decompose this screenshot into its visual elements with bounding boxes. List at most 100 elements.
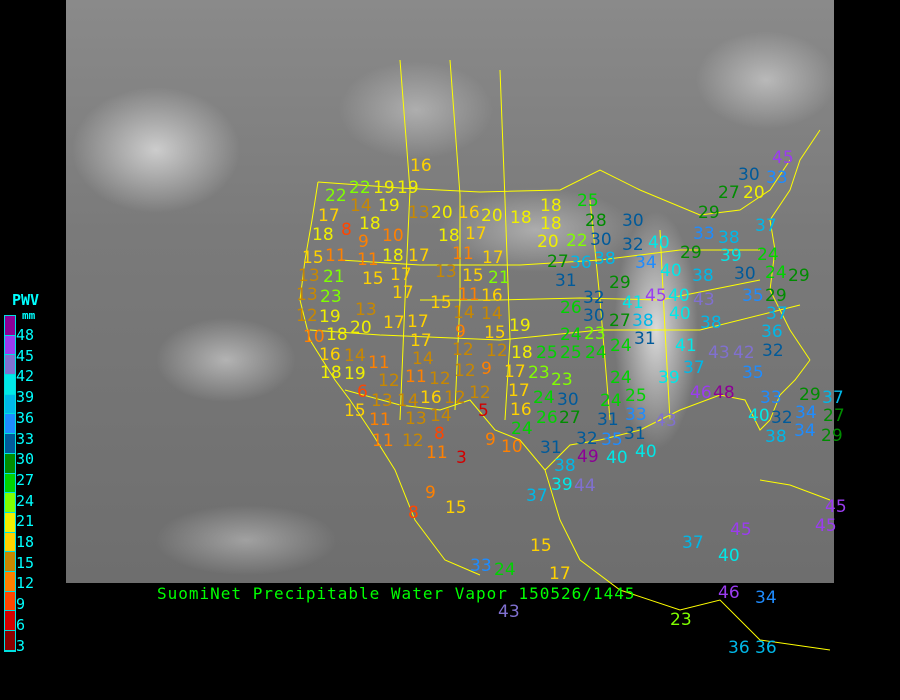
station-pwv-value: 10 — [303, 327, 325, 347]
station-pwv-value: 45 — [825, 497, 847, 517]
legend-tick-label: 45 — [16, 346, 35, 365]
station-pwv-value: 13 — [371, 391, 393, 411]
station-pwv-value: 29 — [788, 266, 810, 286]
station-pwv-value: 37 — [755, 216, 777, 236]
legend-band — [5, 532, 15, 553]
station-pwv-value: 24 — [610, 336, 632, 356]
station-pwv-value: 14 — [350, 196, 372, 216]
station-pwv-value: 11 — [368, 353, 390, 373]
state-line — [589, 199, 611, 421]
station-pwv-value: 40 — [660, 261, 682, 281]
us-canada-border — [317, 159, 791, 216]
station-pwv-value: 19 — [319, 307, 341, 327]
legend-band — [5, 355, 15, 376]
station-pwv-value: 17 — [410, 331, 432, 351]
station-pwv-value: 19 — [509, 316, 531, 336]
station-pwv-value: 38 — [554, 456, 576, 476]
station-pwv-value: 11 — [372, 431, 394, 451]
station-pwv-value: 37 — [766, 304, 788, 324]
station-pwv-value: 17 — [508, 381, 530, 401]
station-pwv-value: 48 — [713, 383, 735, 403]
station-pwv-value: 45 — [815, 516, 837, 536]
station-pwv-value: 23 — [551, 370, 573, 390]
station-pwv-value: 20 — [481, 206, 503, 226]
station-pwv-value: 25 — [625, 386, 647, 406]
state-line — [399, 59, 411, 421]
legend-tick-label: 36 — [16, 408, 35, 427]
station-pwv-value: 14 — [481, 304, 503, 324]
station-pwv-value: 6 — [357, 382, 368, 402]
station-pwv-value: 33 — [766, 168, 788, 188]
station-pwv-value: 15 — [430, 293, 452, 313]
station-pwv-value: 24 — [511, 419, 533, 439]
legend-tick-label: 48 — [16, 326, 35, 344]
station-pwv-value: 40 — [748, 406, 770, 426]
station-pwv-value: 37 — [526, 486, 548, 506]
station-pwv-value: 45 — [730, 520, 752, 540]
station-pwv-value: 18 — [326, 325, 348, 345]
station-pwv-value: 26 — [536, 408, 558, 428]
station-pwv-value: 20 — [743, 183, 765, 203]
station-pwv-value: 17 — [504, 362, 526, 382]
station-pwv-value: 38 — [700, 313, 722, 333]
station-pwv-value: 12 — [452, 340, 474, 360]
gulf-coast — [544, 359, 811, 471]
station-pwv-value: 30 — [557, 390, 579, 410]
station-pwv-value: 10 — [382, 226, 404, 246]
station-pwv-value: 36 — [570, 253, 592, 273]
legend-tick-label: 3 — [16, 636, 26, 655]
station-pwv-value: 11 — [369, 410, 391, 430]
station-pwv-value: 22 — [349, 178, 371, 198]
station-pwv-value: 24 — [610, 368, 632, 388]
station-pwv-value: 15 — [302, 248, 324, 268]
station-pwv-value: 10 — [501, 437, 523, 457]
station-pwv-value: 24 — [757, 245, 779, 265]
station-pwv-value: 11 — [458, 285, 480, 305]
station-pwv-value: 32 — [576, 429, 598, 449]
legend-tick-label: 24 — [16, 491, 35, 510]
station-pwv-value: 27 — [823, 406, 845, 426]
station-pwv-value: 27 — [718, 183, 740, 203]
legend-tick-label: 6 — [16, 615, 26, 634]
station-pwv-value: 17 — [392, 283, 414, 303]
station-pwv-value: 30 — [590, 230, 612, 250]
station-pwv-value: 44 — [574, 476, 596, 496]
station-pwv-value: 9 — [481, 359, 492, 379]
station-pwv-value: 18 — [540, 214, 562, 234]
station-pwv-value: 12 — [378, 371, 400, 391]
station-pwv-value: 35 — [601, 430, 623, 450]
station-pwv-value: 30 — [583, 306, 605, 326]
legend-band — [5, 434, 15, 454]
station-pwv-value: 24 — [560, 325, 582, 345]
legend-band — [5, 611, 15, 631]
station-pwv-value: 40 — [718, 546, 740, 566]
station-pwv-value: 14 — [397, 391, 419, 411]
station-pwv-value: 17 — [549, 564, 571, 584]
station-pwv-value: 43 — [498, 602, 520, 622]
station-pwv-value: 29 — [609, 273, 631, 293]
station-pwv-value: 40 — [635, 442, 657, 462]
station-pwv-value: 8 — [408, 503, 419, 523]
station-pwv-value: 11 — [426, 443, 448, 463]
station-pwv-value: 11 — [357, 250, 379, 270]
station-pwv-value: 11 — [452, 244, 474, 264]
station-pwv-value: 14 — [412, 349, 434, 369]
station-pwv-value: 41 — [675, 336, 697, 356]
station-pwv-value: 46 — [690, 383, 712, 403]
station-pwv-value: 34 — [755, 588, 777, 608]
legend-unit: mm — [22, 309, 36, 322]
state-line — [659, 229, 671, 421]
legend-tick-label: 42 — [16, 367, 35, 386]
station-pwv-value: 28 — [585, 211, 607, 231]
station-pwv-value: 40 — [669, 304, 691, 324]
station-pwv-value: 13 — [355, 300, 377, 320]
station-pwv-value: 13 — [296, 285, 318, 305]
station-pwv-value: 16 — [410, 156, 432, 176]
station-pwv-value: 20 — [537, 232, 559, 252]
station-pwv-value: 26 — [560, 298, 582, 318]
legend-band — [5, 473, 15, 494]
legend-tick-label: 30 — [16, 450, 35, 469]
station-pwv-value: 36 — [761, 322, 783, 342]
station-pwv-value: 14 — [453, 303, 475, 323]
